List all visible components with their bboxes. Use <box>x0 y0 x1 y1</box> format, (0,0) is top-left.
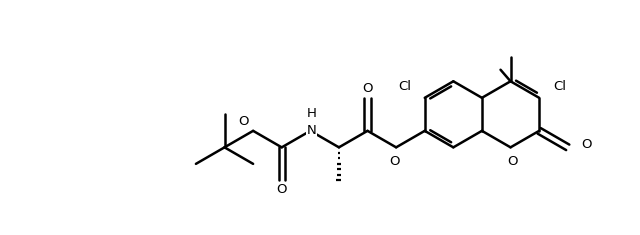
Text: O: O <box>507 155 518 168</box>
Text: H: H <box>307 106 317 120</box>
Text: O: O <box>238 115 249 128</box>
Text: Cl: Cl <box>398 80 411 93</box>
Text: O: O <box>389 155 399 168</box>
Text: Cl: Cl <box>553 80 566 93</box>
Text: N: N <box>307 124 316 137</box>
Text: O: O <box>276 183 287 196</box>
Text: O: O <box>582 138 592 151</box>
Text: O: O <box>362 82 372 95</box>
